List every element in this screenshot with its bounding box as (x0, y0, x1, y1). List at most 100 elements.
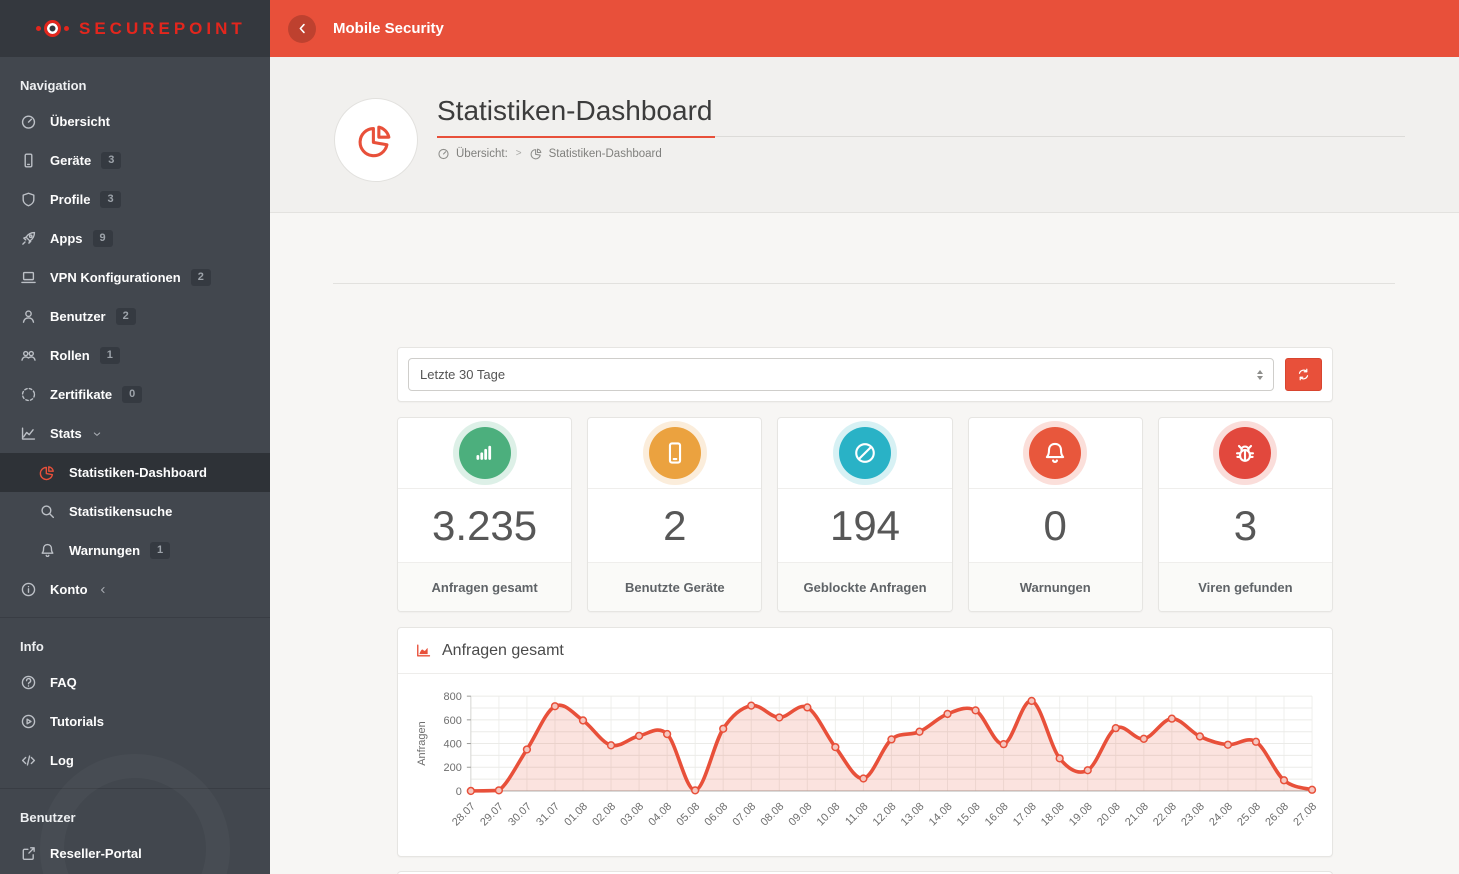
stat-icon-area (969, 418, 1142, 488)
sidebar-section-header: Info (20, 639, 44, 654)
refresh-icon (1296, 367, 1311, 382)
sidebar-item-statistiken-dashboard[interactable]: Statistiken-Dashboard (0, 453, 270, 492)
svg-text:02.08: 02.08 (590, 801, 618, 829)
stat-card-geblockte-anfragen: 194 Geblockte Anfragen (777, 417, 953, 612)
svg-text:04.08: 04.08 (646, 801, 674, 829)
svg-text:30.07: 30.07 (506, 801, 534, 829)
date-range-select[interactable]: Letzte 30 Tage (408, 358, 1274, 391)
sidebar-item-label: Übersicht (50, 114, 110, 129)
stat-card-benutzte-geräte: 2 Benutzte Geräte (587, 417, 763, 612)
stat-label: Warnungen (968, 562, 1142, 611)
stat-icon-circle (1029, 427, 1082, 479)
svg-text:25.08: 25.08 (1235, 801, 1263, 829)
sidebar-item-label: Geräte (50, 153, 92, 168)
breadcrumb: Übersicht: > Statistiken-Dashboard (437, 147, 1405, 160)
stat-icon-area (778, 418, 951, 488)
sidebar-item-faq[interactable]: FAQ (0, 663, 270, 702)
breadcrumb-label: Übersicht: (456, 147, 508, 160)
sidebar-item-label: Konto (50, 582, 88, 597)
svg-text:19.08: 19.08 (1067, 801, 1095, 829)
stat-icon-circle (458, 427, 511, 479)
sidebar-section-header: Navigation (20, 78, 87, 93)
requests-area-chart: 0 200 400 600 800 Anfragen 28.07 29.07 30.07 31.0… (416, 691, 1319, 829)
breadcrumb-item-statistiken-dashboard[interactable]: Statistiken-Dashboard (530, 147, 662, 160)
svg-text:13.08: 13.08 (899, 801, 927, 829)
stat-icon-area (1159, 418, 1332, 488)
sidebar-section-header: Benutzer (20, 810, 76, 825)
question-icon (20, 674, 37, 691)
svg-text:200: 200 (444, 762, 462, 774)
sidebar-item-zertifikate[interactable]: Zertifikate 0 (0, 375, 270, 414)
breadcrumb-label: Statistiken-Dashboard (548, 147, 662, 160)
smartphone-icon (662, 440, 688, 466)
sidebar-item-vpn-konfigurationen[interactable]: VPN Konfigurationen 2 (0, 258, 270, 297)
count-badge: 1 (99, 346, 120, 365)
stat-value: 3.235 (398, 488, 572, 562)
sidebar-item-apps[interactable]: Apps 9 (0, 219, 270, 258)
play-icon (20, 713, 37, 730)
filter-card: Letzte 30 Tage (397, 347, 1333, 402)
sidebar-item-stats[interactable]: Stats (0, 414, 270, 453)
svg-text:800: 800 (444, 691, 462, 703)
count-badge: 9 (92, 229, 113, 248)
sidebar-item-profile[interactable]: Profile 3 (0, 180, 270, 219)
stat-card-warnungen: 0 Warnungen (967, 417, 1143, 612)
bell-icon (1042, 440, 1068, 466)
chart-card-header: Anfragen gesamt (398, 628, 1332, 674)
chart-icon (20, 425, 37, 442)
smartphone-icon (20, 152, 37, 169)
svg-text:16.08: 16.08 (983, 801, 1011, 829)
sidebar-item-statistikensuche[interactable]: Statistikensuche (0, 492, 270, 531)
sidebar-item-log[interactable]: Log (0, 741, 270, 780)
content: Letzte 30 Tage 3.235 Anfragen gesamt 2 Benu… (270, 213, 1459, 874)
page-title: Statistiken-Dashboard (437, 95, 716, 138)
sidebar-item-tutorials[interactable]: Tutorials (0, 702, 270, 741)
info-icon (20, 581, 37, 598)
sidebar-item-label: Benutzer (50, 309, 106, 324)
chevron-down-icon (91, 428, 103, 440)
sidebar-item-geräte[interactable]: Geräte 3 (0, 141, 270, 180)
sidebar-section-navigation: Navigation Übersicht Geräte 3 Profile 3 Apps 9 V… (0, 57, 270, 617)
stat-value: 2 (588, 488, 762, 562)
bug-icon (1232, 440, 1258, 466)
svg-text:31.07: 31.07 (534, 801, 562, 829)
logo-o-ring-icon (44, 20, 61, 37)
sidebar-item-label: Tutorials (50, 714, 104, 729)
svg-text:18.08: 18.08 (1039, 801, 1067, 829)
sidebar-item-rollen[interactable]: Rollen 1 (0, 336, 270, 375)
svg-text:12.08: 12.08 (871, 801, 899, 829)
sidebar-item-benutzer[interactable]: Benutzer 2 (0, 297, 270, 336)
date-range-value: Letzte 30 Tage (420, 367, 506, 382)
count-badge: 3 (100, 190, 121, 209)
sidebar-item-label: FAQ (50, 675, 77, 690)
count-badge: 1 (150, 541, 171, 560)
sidebar-item-konto[interactable]: Konto (0, 570, 270, 609)
svg-text:28.07: 28.07 (450, 801, 478, 829)
sidebar-item-label: Stats (50, 426, 82, 441)
svg-text:27.08: 27.08 (1291, 801, 1319, 829)
securepoint-logo[interactable]: SECUREPOINT (33, 19, 246, 39)
rocket-icon (20, 230, 37, 247)
stat-label: Geblockte Anfragen (778, 562, 952, 611)
back-button[interactable] (288, 14, 316, 43)
stat-icon-area (398, 418, 571, 488)
sidebar-item-label: Profile (50, 192, 91, 207)
svg-text:01.08: 01.08 (562, 801, 590, 829)
stats-row: 3.235 Anfragen gesamt 2 Benutzte Geräte 194 G… (397, 417, 1334, 612)
svg-text:20.08: 20.08 (1095, 801, 1123, 829)
svg-text:05.08: 05.08 (674, 801, 702, 829)
stat-icon-circle (648, 427, 701, 479)
sidebar-item-warnungen[interactable]: Warnungen 1 (0, 531, 270, 570)
sidebar-item-label: VPN Konfigurationen (50, 270, 181, 285)
chart-card: Anfragen gesamt 0 200 400 600 800 Anfragen 28.… (397, 627, 1333, 857)
stat-icon-area (588, 418, 761, 488)
logo-dot-icon (36, 26, 41, 31)
breadcrumb-item-übersicht[interactable]: Übersicht: (437, 147, 508, 160)
shield-icon (20, 191, 37, 208)
sidebar-submenu: Statistiken-Dashboard Statistikensuche War… (0, 453, 270, 570)
sidebar-item-reseller-portal[interactable]: Reseller-Portal (0, 834, 270, 873)
title-rule (715, 136, 1405, 137)
sidebar-item-übersicht[interactable]: Übersicht (0, 102, 270, 141)
svg-text:06.08: 06.08 (702, 801, 730, 829)
refresh-button[interactable] (1285, 358, 1322, 391)
